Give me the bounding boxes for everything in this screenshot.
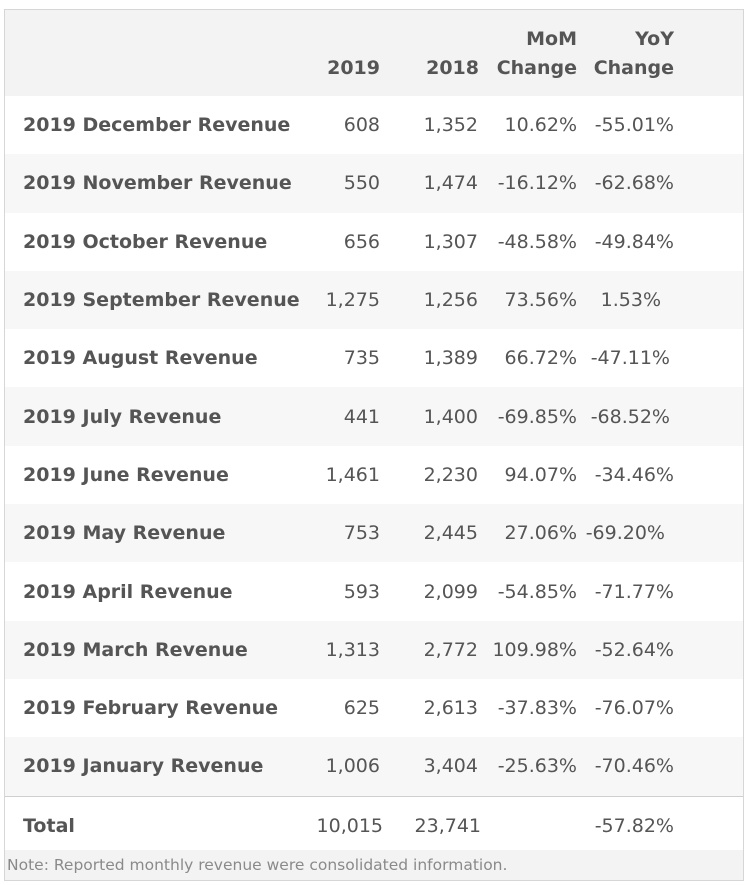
row-label: 2019 March Revenue bbox=[23, 638, 248, 661]
value-2018: 1,400 bbox=[423, 405, 478, 428]
value-yoy: -70.46% bbox=[594, 755, 674, 778]
value-mom: -25.63% bbox=[497, 755, 577, 778]
value-2019: 550 bbox=[343, 172, 380, 195]
table-row: 2019 June Revenue 1,461 2,230 94.07% -34… bbox=[5, 446, 743, 504]
value-2018: 2,772 bbox=[423, 638, 478, 661]
value-mom: -69.85% bbox=[497, 405, 577, 428]
value-2018: 1,307 bbox=[423, 230, 478, 253]
total-label: Total bbox=[23, 814, 75, 837]
value-2019: 608 bbox=[343, 114, 380, 137]
row-label: 2019 July Revenue bbox=[23, 405, 222, 428]
value-yoy: 1.53% bbox=[600, 289, 661, 312]
table-row: 2019 March Revenue 1,313 2,772 109.98% -… bbox=[5, 620, 743, 679]
value-2018: 2,099 bbox=[423, 580, 478, 603]
value-mom: 94.07% bbox=[504, 463, 577, 486]
row-label: 2019 November Revenue bbox=[23, 172, 292, 195]
table-row: 2019 December Revenue 608 1,352 10.62% -… bbox=[5, 96, 743, 154]
row-label: 2019 October Revenue bbox=[23, 230, 268, 253]
value-yoy: -55.01% bbox=[594, 114, 674, 137]
total-row: Total 10,015 23,741 -57.82% bbox=[5, 795, 743, 855]
value-2018: 2,445 bbox=[423, 522, 478, 545]
row-label: 2019 June Revenue bbox=[23, 463, 229, 486]
value-yoy: -68.52% bbox=[590, 405, 670, 428]
row-label: 2019 February Revenue bbox=[23, 697, 279, 720]
value-mom: 27.06% bbox=[504, 522, 577, 545]
value-2019: 1,313 bbox=[325, 638, 380, 661]
value-yoy: -34.46% bbox=[594, 463, 674, 486]
value-mom: 10.62% bbox=[504, 114, 577, 137]
value-yoy: -71.77% bbox=[594, 580, 674, 603]
value-2019: 1,006 bbox=[325, 755, 380, 778]
table-row: 2019 February Revenue 625 2,613 -37.83% … bbox=[5, 679, 743, 737]
total-2019: 10,015 bbox=[316, 814, 383, 837]
row-label: 2019 August Revenue bbox=[23, 347, 258, 370]
table-row: 2019 October Revenue 656 1,307 -48.58% -… bbox=[5, 213, 743, 271]
total-2018: 23,741 bbox=[414, 814, 481, 837]
header-mom-change: MoM Change bbox=[496, 28, 577, 79]
value-2018: 1,389 bbox=[423, 347, 478, 370]
value-2019: 1,275 bbox=[325, 289, 380, 312]
total-yoy: -57.82% bbox=[594, 814, 674, 837]
table-row: 2019 September Revenue 1,275 1,256 73.56… bbox=[5, 270, 743, 330]
revenue-table-frame: 2019 2018 MoM Change YoY Change 2019 Dec… bbox=[4, 9, 744, 881]
value-yoy: -62.68% bbox=[594, 172, 674, 195]
value-yoy: -49.84% bbox=[594, 230, 674, 253]
value-2018: 3,404 bbox=[423, 755, 478, 778]
value-2018: 1,256 bbox=[423, 289, 478, 312]
value-yoy: -69.20% bbox=[585, 522, 665, 545]
table-row: 2019 November Revenue 550 1,474 -16.12% … bbox=[5, 154, 743, 213]
value-2019: 625 bbox=[343, 697, 380, 720]
value-2019: 735 bbox=[343, 347, 380, 370]
value-2019: 656 bbox=[343, 230, 380, 253]
value-mom: -54.85% bbox=[497, 580, 577, 603]
row-label: 2019 September Revenue bbox=[23, 289, 300, 312]
value-mom: -37.83% bbox=[497, 697, 577, 720]
header-2019: 2019 bbox=[327, 57, 380, 79]
row-label: 2019 April Revenue bbox=[23, 580, 233, 603]
row-label: 2019 May Revenue bbox=[23, 522, 226, 545]
value-mom: -16.12% bbox=[497, 172, 577, 195]
value-mom: 109.98% bbox=[492, 638, 577, 661]
table-row: 2019 July Revenue 441 1,400 -69.85% -68.… bbox=[5, 387, 743, 446]
table-row: 2019 May Revenue 753 2,445 27.06% -69.20… bbox=[5, 504, 743, 563]
value-mom: 73.56% bbox=[504, 289, 577, 312]
table-row: 2019 April Revenue 593 2,099 -54.85% -71… bbox=[5, 562, 743, 620]
header-yoy-change: YoY Change bbox=[593, 28, 674, 79]
value-yoy: -47.11% bbox=[590, 347, 670, 370]
row-label: 2019 January Revenue bbox=[23, 755, 264, 778]
table-header: 2019 2018 MoM Change YoY Change bbox=[5, 10, 743, 96]
value-2018: 1,474 bbox=[423, 172, 478, 195]
revenue-table: 2019 2018 MoM Change YoY Change 2019 Dec… bbox=[5, 10, 743, 855]
value-2018: 2,613 bbox=[423, 697, 478, 720]
value-2019: 441 bbox=[343, 405, 380, 428]
value-mom: -48.58% bbox=[497, 230, 577, 253]
value-2019: 1,461 bbox=[325, 463, 380, 486]
table-row: 2019 August Revenue 735 1,389 66.72% -47… bbox=[5, 329, 743, 387]
value-2018: 2,230 bbox=[423, 463, 478, 486]
value-2018: 1,352 bbox=[423, 114, 478, 137]
footnote: Note: Reported monthly revenue were cons… bbox=[5, 850, 743, 880]
value-2019: 593 bbox=[343, 580, 380, 603]
value-yoy: -76.07% bbox=[594, 697, 674, 720]
value-mom: 66.72% bbox=[504, 347, 577, 370]
row-label: 2019 December Revenue bbox=[23, 114, 291, 137]
header-2018: 2018 bbox=[426, 57, 479, 79]
table-row: 2019 January Revenue 1,006 3,404 -25.63%… bbox=[5, 737, 743, 796]
value-2019: 753 bbox=[343, 522, 380, 545]
value-yoy: -52.64% bbox=[594, 638, 674, 661]
